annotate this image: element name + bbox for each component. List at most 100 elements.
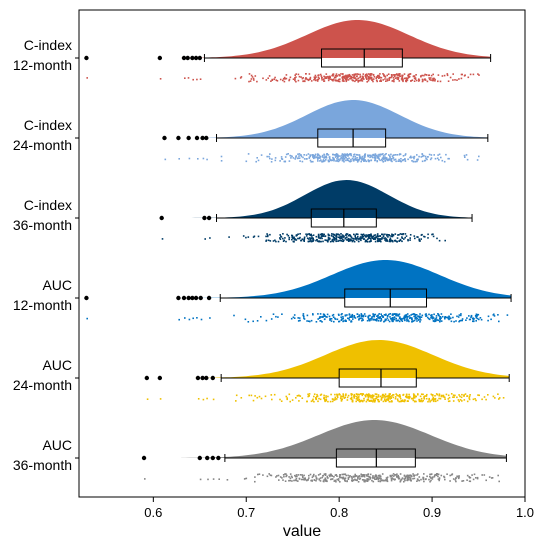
- rain-point: [355, 400, 357, 403]
- rain-point: [341, 398, 343, 400]
- rain-point: [280, 156, 283, 158]
- rain-point: [308, 477, 310, 479]
- rain-point: [387, 394, 390, 397]
- rain-point: [342, 317, 344, 320]
- rain-point: [473, 473, 476, 476]
- rain-point: [252, 320, 254, 323]
- rain-point: [498, 397, 501, 399]
- rain-point: [335, 73, 338, 75]
- rain-point: [314, 153, 317, 156]
- rain-point: [323, 75, 325, 78]
- rain-point: [379, 475, 382, 478]
- rain-point: [326, 480, 328, 483]
- rain-point: [343, 154, 346, 157]
- rain-point: [362, 314, 365, 317]
- rain-point: [436, 473, 438, 475]
- rain-point: [367, 238, 369, 240]
- rain-point: [313, 479, 316, 481]
- rain-point: [377, 399, 379, 401]
- rain-point: [299, 160, 301, 162]
- rain-point: [332, 313, 335, 316]
- rain-point: [365, 239, 368, 242]
- rain-point: [424, 395, 426, 397]
- rain-point: [363, 238, 365, 240]
- rain-point: [358, 396, 360, 398]
- rain-point: [423, 235, 425, 238]
- rain-point: [389, 155, 391, 157]
- rain-point: [382, 153, 384, 155]
- rain-point: [196, 317, 198, 319]
- rain-point: [344, 153, 346, 155]
- rain-point: [337, 478, 340, 480]
- rain-point: [430, 79, 432, 81]
- rain-point: [350, 236, 353, 238]
- rain-point: [378, 240, 380, 242]
- rain-point: [345, 80, 348, 83]
- rain-point: [280, 235, 282, 238]
- rain-point: [422, 476, 424, 479]
- rain-point: [425, 157, 427, 160]
- rain-point: [384, 78, 386, 80]
- rain-point: [371, 156, 374, 158]
- rain-point: [434, 320, 437, 322]
- rain-point: [279, 78, 282, 81]
- rain-point: [347, 154, 349, 156]
- rain-point: [357, 73, 360, 76]
- rain-point: [415, 395, 417, 398]
- rain-point: [339, 74, 341, 77]
- rain-point: [415, 74, 417, 76]
- rain-point: [267, 239, 270, 242]
- rain-point: [265, 319, 268, 322]
- rain-point: [388, 79, 390, 81]
- rain-point: [297, 153, 299, 155]
- rain-point: [260, 316, 262, 318]
- rain-point: [341, 154, 343, 157]
- rain-point: [394, 158, 397, 161]
- rain-point: [366, 241, 369, 243]
- rain-point: [346, 480, 348, 483]
- rain-point: [355, 479, 357, 481]
- outlier-point: [205, 455, 210, 461]
- rain-point: [438, 393, 441, 395]
- rain-point: [303, 240, 305, 242]
- rain-point: [319, 156, 322, 158]
- rain-point: [284, 160, 286, 163]
- rain-point: [402, 80, 404, 83]
- rain-point: [287, 234, 290, 237]
- rain-point: [389, 317, 392, 320]
- rain-point: [298, 400, 300, 402]
- rain-point: [342, 235, 345, 237]
- rain-point: [331, 159, 333, 162]
- rain-point: [437, 478, 440, 480]
- rain-point: [336, 396, 339, 398]
- rain-point: [192, 317, 194, 320]
- rain-point: [401, 77, 404, 80]
- rain-point: [376, 477, 378, 479]
- rain-point: [316, 478, 318, 480]
- rain-point: [262, 474, 264, 476]
- rain-point: [449, 317, 452, 319]
- rain-point: [295, 475, 297, 478]
- rain-point: [371, 79, 374, 81]
- rain-point: [374, 393, 377, 395]
- rain-point: [293, 314, 296, 316]
- rain-point: [364, 474, 366, 476]
- rain-point: [381, 153, 383, 156]
- rain-point: [342, 393, 344, 395]
- rain-point: [378, 477, 381, 480]
- rain-point: [286, 397, 288, 399]
- rain-point: [279, 160, 281, 162]
- rain-point: [414, 237, 416, 240]
- rain-point: [365, 474, 368, 476]
- rain-point: [365, 160, 368, 163]
- rain-point: [367, 79, 370, 82]
- rain-point: [413, 394, 416, 397]
- rain-point: [260, 154, 263, 156]
- rain-point: [377, 480, 380, 483]
- rain-point: [385, 80, 387, 82]
- rain-point: [240, 397, 243, 399]
- rain-point: [422, 393, 424, 396]
- rain-point: [309, 76, 312, 79]
- rain-point: [409, 73, 412, 75]
